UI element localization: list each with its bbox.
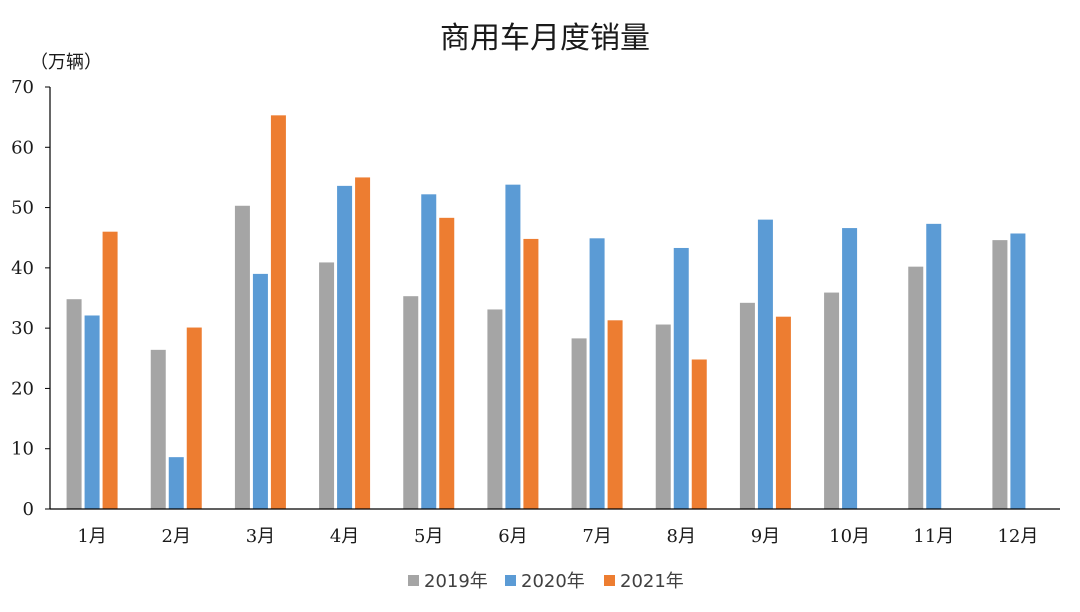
bar-3-1 <box>102 231 118 509</box>
y-axis-ticks: 0 10 20 30 40 50 60 70 <box>11 77 50 520</box>
y-tick-label: 30 <box>11 318 34 339</box>
chart-title: 商用车月度销量 <box>440 21 650 56</box>
y-tick-label: 70 <box>11 77 34 98</box>
x-tick-label: 4月 <box>330 526 359 547</box>
bar-1-3 <box>234 205 250 509</box>
legend-swatch <box>408 575 419 586</box>
bar-1-2 <box>150 349 166 509</box>
bar-1-8 <box>655 324 671 509</box>
bars <box>66 115 1026 510</box>
x-tick-label: 6月 <box>498 526 527 547</box>
x-tick-label: 11月 <box>913 526 954 547</box>
bar-2-6 <box>505 184 521 510</box>
bar-2-12 <box>1010 233 1026 509</box>
bar-2-8 <box>673 247 689 509</box>
x-tick-label: 8月 <box>667 526 696 547</box>
legend-label: 2021年 <box>620 571 684 592</box>
bar-1-10 <box>824 292 840 509</box>
y-tick-label: 20 <box>11 378 34 399</box>
y-tick-label: 0 <box>23 499 34 520</box>
bar-3-4 <box>355 177 371 509</box>
y-tick-label: 40 <box>11 258 34 279</box>
x-tick-label: 3月 <box>246 526 275 547</box>
bar-1-1 <box>66 299 82 509</box>
bar-3-5 <box>439 217 455 509</box>
bar-2-7 <box>589 238 605 509</box>
y-tick-label: 50 <box>11 198 34 219</box>
bar-3-8 <box>691 359 707 509</box>
bar-2-5 <box>421 194 437 509</box>
x-tick-label: 5月 <box>414 526 443 547</box>
bar-2-2 <box>168 457 184 509</box>
bar-3-2 <box>186 327 202 509</box>
bar-1-11 <box>908 266 924 509</box>
y-tick-label: 10 <box>11 439 34 460</box>
x-tick-label: 9月 <box>751 526 780 547</box>
bar-1-5 <box>403 296 419 509</box>
legend-label: 2019年 <box>424 571 488 592</box>
bar-3-7 <box>607 320 623 509</box>
bar-1-7 <box>571 338 587 509</box>
bar-2-10 <box>842 228 858 509</box>
legend-swatch <box>505 575 516 586</box>
bar-1-6 <box>487 309 503 509</box>
y-unit-label: （万辆） <box>30 52 102 73</box>
x-tick-label: 12月 <box>997 526 1038 547</box>
bar-2-3 <box>252 273 268 509</box>
bar-2-1 <box>84 315 100 509</box>
bar-1-12 <box>992 240 1008 509</box>
x-axis-ticks: 1月 2月 3月 4月 5月 6月 7月 8月 9月 10月 11月 12月 <box>77 526 1038 547</box>
bar-2-4 <box>337 185 353 509</box>
x-tick-label: 1月 <box>77 526 106 547</box>
bar-3-9 <box>775 316 791 509</box>
x-tick-label: 2月 <box>162 526 191 547</box>
bar-1-4 <box>319 262 335 509</box>
bar-3-6 <box>523 238 539 510</box>
x-tick-label: 7月 <box>582 526 611 547</box>
legend: 2019年 2020年 2021年 <box>408 571 684 592</box>
legend-swatch <box>604 575 615 586</box>
y-tick-label: 60 <box>11 137 34 158</box>
x-tick-label: 10月 <box>829 526 870 547</box>
bar-2-9 <box>757 219 773 509</box>
legend-label: 2020年 <box>521 571 585 592</box>
bar-3-3 <box>270 115 286 509</box>
bar-2-11 <box>926 223 942 509</box>
bar-1-9 <box>739 302 755 509</box>
